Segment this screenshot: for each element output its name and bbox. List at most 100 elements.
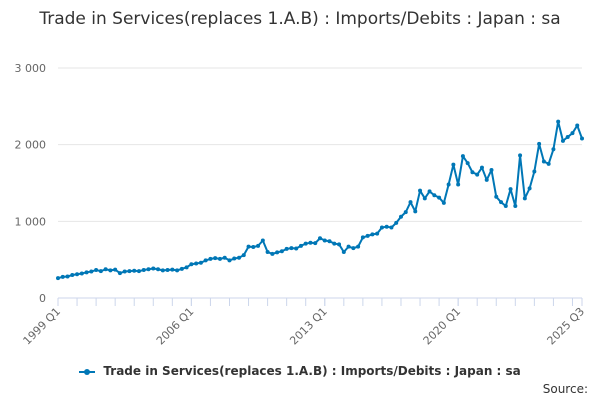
data-point [422,196,427,201]
data-point [527,186,532,191]
data-point [441,200,446,205]
data-point [179,266,184,271]
data-point [89,269,94,274]
data-point [213,256,218,261]
data-point [151,266,156,271]
data-point [360,235,365,240]
data-point [122,269,127,274]
data-point [532,169,537,174]
data-point [75,272,80,277]
data-point [332,241,337,246]
data-point [108,268,113,273]
data-point [318,236,322,241]
y-tick-label: 0 [39,292,46,305]
data-point [346,244,351,249]
data-point [184,265,189,270]
data-point [551,147,556,152]
data-point [146,267,151,272]
data-point [518,153,523,158]
data-point [379,225,384,230]
data-point [313,241,318,246]
data-point [141,268,146,273]
grid-lines [58,67,582,222]
data-point [489,167,494,172]
data-point [432,193,437,198]
x-tick-label: 2020 Q1 [421,305,464,348]
data-point [56,276,60,281]
data-point [170,267,175,272]
data-point [398,214,403,219]
data-point [337,242,342,247]
data-point [79,271,84,276]
data-point [356,244,361,249]
data-point [113,267,118,272]
data-point [94,268,99,273]
data-point [256,243,261,248]
x-tick-label: 2025 Q3 [545,305,588,348]
data-point [365,233,370,238]
y-tick-label: 3 000 [15,62,47,75]
data-point [156,267,161,272]
data-point [570,131,575,136]
x-axis: 1999 Q1 2006 Q1 2013 Q1 2020 Q1 2025 Q3 [21,297,588,348]
data-point [260,238,265,243]
legend-marker-icon [79,367,96,377]
data-point [275,250,280,255]
series-group [56,119,584,281]
data-point [322,238,327,243]
y-tick-label: 1 000 [15,215,47,228]
data-point [513,204,518,208]
data-point [494,194,499,199]
data-point [541,159,546,164]
data-point [84,270,89,275]
data-point [270,251,275,256]
data-point [127,269,132,274]
data-point [294,246,299,251]
y-tick-label: 2 000 [15,139,47,152]
data-point [508,187,513,192]
data-point [98,269,103,274]
data-point [208,256,213,261]
data-point [217,256,222,261]
data-point [241,253,246,258]
data-point [132,268,137,273]
data-point [413,209,418,214]
data-point [460,154,465,159]
data-point [446,182,451,187]
x-tick-label: 1999 Q1 [21,305,64,348]
data-point [70,273,75,277]
x-tick-label: 2006 Q1 [154,305,197,348]
data-point [537,141,542,146]
data-point [279,249,284,254]
data-point [165,268,170,273]
data-point [160,268,165,273]
data-point [136,269,141,274]
data-point [189,262,194,267]
data-point [117,271,122,276]
data-point [475,172,480,177]
data-point [479,165,484,170]
data-point [418,188,423,193]
data-point [408,200,413,205]
data-point [484,177,489,182]
data-point [194,261,199,266]
data-point [403,210,408,215]
data-point [103,267,108,272]
legend[interactable]: Trade in Services(replaces 1.A.B) : Impo… [0,364,600,378]
data-point [265,250,270,254]
data-point [394,220,399,225]
data-point [227,258,232,263]
data-point [65,274,70,279]
data-point [246,244,251,249]
data-point [546,161,551,166]
data-point [465,161,470,166]
data-point [351,246,356,251]
y-axis: 0 1 000 2 000 3 000 [15,62,47,305]
data-point [60,274,65,279]
data-point [427,189,432,194]
data-point [284,246,289,251]
data-point [470,170,475,175]
data-point [522,196,527,201]
data-point [289,246,294,251]
